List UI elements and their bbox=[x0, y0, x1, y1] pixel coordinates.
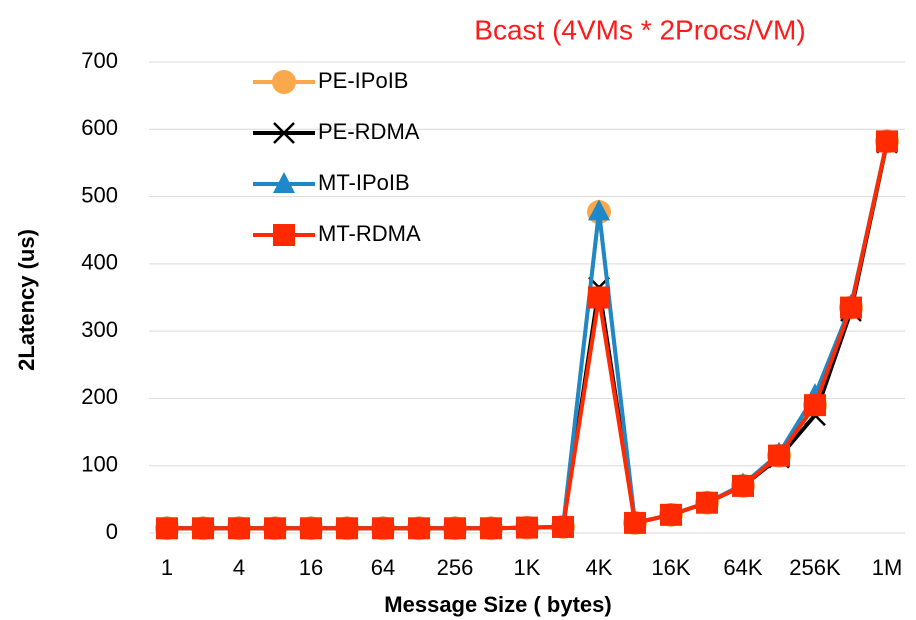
x-tick-label: 1 bbox=[161, 555, 173, 580]
y-tick-label: 500 bbox=[81, 182, 118, 207]
data-point bbox=[588, 199, 610, 221]
y-tick-label: 200 bbox=[81, 384, 118, 409]
data-point bbox=[300, 517, 322, 540]
legend-marker bbox=[272, 70, 296, 94]
data-point bbox=[804, 394, 826, 417]
x-tick-label: 64K bbox=[723, 555, 762, 580]
data-point bbox=[876, 130, 898, 153]
x-tick-label: 256 bbox=[437, 555, 474, 580]
y-axis-label: 2Latency (us) bbox=[14, 229, 39, 371]
x-tick-label: 4K bbox=[586, 555, 613, 580]
data-point bbox=[660, 503, 682, 526]
x-tick-label: 16K bbox=[651, 555, 690, 580]
x-tick-label: 64 bbox=[371, 555, 395, 580]
y-tick-label: 600 bbox=[81, 115, 118, 140]
data-point bbox=[264, 517, 286, 540]
x-tick-label: 1M bbox=[872, 555, 903, 580]
legend-label: PE-RDMA bbox=[318, 119, 420, 144]
series-line bbox=[167, 140, 889, 531]
data-point bbox=[624, 511, 646, 534]
legend-marker bbox=[273, 172, 295, 193]
y-tick-label: 100 bbox=[81, 452, 118, 477]
legend-marker bbox=[273, 224, 295, 246]
data-point bbox=[588, 286, 610, 309]
x-tick-label: 4 bbox=[233, 555, 245, 580]
legend-label: MT-IPoIB bbox=[318, 170, 410, 195]
data-point bbox=[192, 517, 214, 540]
data-point bbox=[840, 296, 862, 319]
data-point bbox=[408, 517, 430, 540]
legend-marker bbox=[273, 122, 295, 144]
data-point bbox=[552, 515, 574, 538]
y-tick-label: 400 bbox=[81, 250, 118, 275]
chart-title: Bcast (4VMs * 2Procs/VM) bbox=[474, 14, 805, 45]
y-tick-label: 700 bbox=[81, 48, 118, 73]
data-point bbox=[696, 491, 718, 514]
data-point bbox=[768, 444, 790, 467]
data-point bbox=[372, 517, 394, 540]
data-point bbox=[336, 517, 358, 540]
series-line bbox=[167, 140, 889, 531]
legend-label: PE-IPoIB bbox=[318, 68, 408, 93]
y-tick-label: 300 bbox=[81, 317, 118, 342]
data-point bbox=[516, 516, 538, 539]
data-point bbox=[228, 517, 250, 540]
x-tick-label: 1K bbox=[514, 555, 541, 580]
data-point bbox=[444, 517, 466, 540]
data-point bbox=[156, 517, 178, 540]
data-point bbox=[480, 517, 502, 540]
x-axis-label: Message Size ( bytes) bbox=[384, 592, 611, 617]
x-tick-label: 16 bbox=[299, 555, 323, 580]
legend-label: MT-RDMA bbox=[318, 221, 421, 246]
x-tick-label: 256K bbox=[789, 555, 841, 580]
y-tick-label: 0 bbox=[106, 519, 118, 544]
series-line bbox=[167, 142, 889, 531]
series-line bbox=[167, 140, 889, 531]
data-point bbox=[732, 474, 754, 497]
